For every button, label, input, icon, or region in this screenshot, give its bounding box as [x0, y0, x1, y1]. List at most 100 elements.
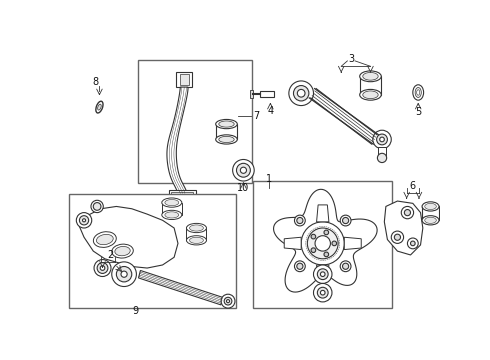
Polygon shape [344, 237, 361, 249]
Circle shape [404, 210, 411, 216]
Ellipse shape [165, 199, 179, 206]
Circle shape [343, 263, 349, 269]
Circle shape [297, 217, 303, 224]
Text: 9: 9 [133, 306, 139, 316]
Circle shape [318, 287, 328, 298]
Circle shape [82, 219, 86, 222]
Circle shape [314, 265, 332, 283]
Ellipse shape [162, 198, 182, 207]
Text: 1: 1 [266, 175, 272, 184]
Circle shape [340, 261, 351, 272]
Polygon shape [384, 201, 423, 255]
Ellipse shape [422, 202, 439, 211]
Ellipse shape [165, 212, 179, 218]
Ellipse shape [363, 72, 378, 80]
Ellipse shape [415, 87, 421, 98]
Circle shape [294, 215, 305, 226]
Circle shape [320, 272, 325, 276]
Bar [253, 181, 392, 308]
Circle shape [320, 291, 325, 295]
Bar [169, 189, 196, 206]
Text: 8: 8 [93, 77, 98, 87]
Bar [422, 206, 439, 220]
Circle shape [377, 134, 388, 145]
Polygon shape [139, 270, 223, 305]
Circle shape [226, 300, 229, 303]
Ellipse shape [187, 236, 206, 245]
Circle shape [324, 230, 329, 235]
Bar [171, 192, 194, 204]
Circle shape [233, 159, 254, 181]
Text: 10: 10 [237, 183, 249, 193]
Circle shape [343, 217, 349, 224]
Text: 6: 6 [410, 181, 416, 191]
Circle shape [297, 89, 305, 97]
Circle shape [112, 262, 136, 287]
Ellipse shape [360, 89, 381, 100]
Ellipse shape [190, 225, 203, 231]
Bar [249, 90, 253, 98]
Circle shape [294, 86, 309, 101]
Ellipse shape [422, 216, 439, 225]
Circle shape [391, 231, 404, 243]
Circle shape [117, 266, 132, 282]
Circle shape [79, 216, 89, 225]
Circle shape [401, 206, 414, 219]
Circle shape [373, 130, 392, 149]
Text: 5: 5 [415, 108, 421, 117]
Circle shape [76, 213, 92, 228]
Polygon shape [167, 87, 188, 193]
Bar [138, 60, 252, 183]
Circle shape [311, 248, 316, 252]
Text: 3: 3 [348, 54, 354, 64]
Circle shape [175, 195, 181, 201]
Polygon shape [317, 205, 329, 222]
Circle shape [340, 215, 351, 226]
Text: 4: 4 [268, 106, 273, 116]
Polygon shape [273, 189, 377, 292]
Ellipse shape [97, 234, 113, 245]
Circle shape [411, 241, 415, 246]
Circle shape [297, 263, 303, 269]
Ellipse shape [363, 91, 378, 99]
Bar [216, 124, 237, 139]
Text: 2: 2 [107, 250, 113, 260]
Circle shape [237, 163, 250, 177]
Ellipse shape [96, 101, 103, 113]
Ellipse shape [94, 232, 116, 247]
Circle shape [377, 153, 387, 163]
Circle shape [91, 200, 103, 213]
Circle shape [93, 203, 101, 210]
Ellipse shape [190, 237, 203, 243]
Bar [378, 147, 386, 158]
Ellipse shape [162, 210, 182, 220]
Circle shape [311, 234, 316, 239]
Circle shape [94, 260, 111, 276]
Ellipse shape [413, 85, 423, 100]
Circle shape [332, 241, 337, 246]
Circle shape [380, 137, 384, 142]
Bar [69, 194, 237, 308]
Circle shape [315, 236, 330, 251]
Ellipse shape [112, 244, 133, 258]
Bar [179, 74, 189, 85]
Ellipse shape [360, 71, 381, 82]
Circle shape [121, 271, 127, 277]
Ellipse shape [425, 217, 436, 223]
Ellipse shape [219, 121, 234, 127]
Circle shape [224, 297, 232, 305]
Ellipse shape [416, 90, 420, 95]
Polygon shape [79, 206, 178, 268]
Circle shape [240, 167, 246, 173]
Circle shape [100, 266, 105, 270]
Circle shape [318, 269, 328, 280]
Bar [176, 72, 192, 87]
Circle shape [301, 222, 344, 265]
Circle shape [408, 238, 418, 249]
Circle shape [221, 294, 235, 308]
Polygon shape [284, 237, 301, 249]
Bar [360, 76, 381, 95]
Circle shape [289, 81, 314, 105]
Circle shape [307, 228, 338, 259]
Bar [187, 228, 206, 240]
